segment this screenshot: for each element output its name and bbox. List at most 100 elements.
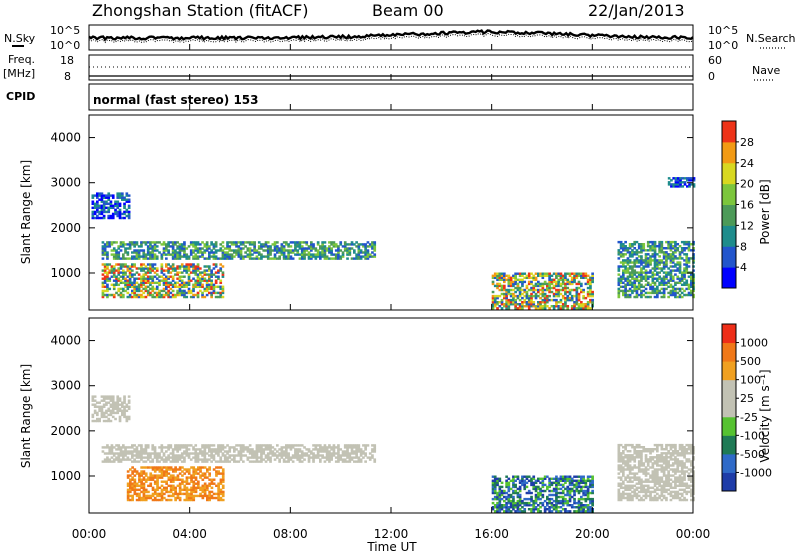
heatmap-cell <box>539 493 542 497</box>
heatmap-cell <box>106 279 109 282</box>
heatmap-cell <box>649 259 652 262</box>
heatmap-cell <box>568 487 572 491</box>
heatmap-cell <box>555 481 558 485</box>
heatmap-cell <box>334 456 338 459</box>
heatmap-cell <box>631 269 634 272</box>
heatmap-cell <box>512 495 515 499</box>
heatmap-cell <box>521 274 524 278</box>
heatmap-cell <box>680 287 684 291</box>
heatmap-cell <box>212 289 216 293</box>
heatmap-cell <box>210 293 213 297</box>
heatmap-cell <box>287 446 290 449</box>
heatmap-cell <box>180 289 184 293</box>
heatmap-cell <box>187 476 191 479</box>
heatmap-cell <box>514 479 517 483</box>
heatmap-cell <box>683 275 686 278</box>
heatmap-cell <box>341 450 345 453</box>
heatmap-cell <box>555 272 558 275</box>
heatmap-cell <box>564 475 567 478</box>
heatmap-cell <box>332 245 336 248</box>
heatmap-cell <box>160 470 164 473</box>
heatmap-cell <box>300 251 304 254</box>
heatmap-cell <box>527 307 531 310</box>
heatmap-cell <box>669 289 673 293</box>
heatmap-cell <box>192 498 196 502</box>
heatmap-cell <box>534 506 538 509</box>
heatmap-cell <box>681 181 685 184</box>
heatmap-cell <box>676 243 680 246</box>
colorbar-tick-label: 28 <box>740 136 754 149</box>
heatmap-cell <box>507 506 511 509</box>
heatmap-cell <box>530 296 533 300</box>
heatmap-cell <box>185 494 189 498</box>
heatmap-cell <box>637 456 641 459</box>
heatmap-cell <box>557 499 561 503</box>
heatmap-cell <box>144 456 148 459</box>
heatmap-cell <box>131 452 134 455</box>
heatmap-cell <box>555 298 558 302</box>
heatmap-cell <box>493 481 497 485</box>
heatmap-cell <box>135 488 139 492</box>
heatmap-cell <box>575 481 579 485</box>
heatmap-cell <box>155 452 159 455</box>
heatmap-cell <box>362 456 365 459</box>
heatmap-cell <box>622 289 625 293</box>
heatmap-cell <box>271 446 275 449</box>
heatmap-cell <box>355 446 358 449</box>
heatmap-cell <box>566 475 570 478</box>
heatmap-cell <box>316 454 320 457</box>
heatmap-cell <box>653 253 657 256</box>
heatmap-cell <box>640 488 643 492</box>
heatmap-cell <box>649 452 652 455</box>
heatmap-cell <box>321 241 324 244</box>
heatmap-cell <box>192 494 196 498</box>
heatmap-cell <box>662 484 666 488</box>
heatmap-cell <box>628 251 632 254</box>
heatmap-cell <box>640 468 643 471</box>
heatmap-cell <box>212 478 216 481</box>
heatmap-cell <box>203 245 207 248</box>
heatmap-cell <box>119 243 123 246</box>
heatmap-cell <box>350 446 354 449</box>
heatmap-cell <box>678 443 682 447</box>
heatmap-cell <box>271 452 275 455</box>
heatmap-cell <box>357 446 361 449</box>
heatmap-cell <box>491 481 495 485</box>
heatmap-cell <box>368 253 372 256</box>
heatmap-cell <box>205 281 209 285</box>
heatmap-cell <box>653 245 657 248</box>
heatmap-cell <box>637 283 641 287</box>
heatmap-cell <box>296 243 300 246</box>
heatmap-cell <box>662 470 666 473</box>
heatmap-cell <box>217 498 220 502</box>
heatmap-cell <box>155 273 159 276</box>
heatmap-cell <box>617 494 621 498</box>
heatmap-cell <box>656 273 659 276</box>
heatmap-cell <box>676 484 680 488</box>
heatmap-cell <box>669 468 673 471</box>
heatmap-cell <box>174 448 177 451</box>
heatmap-cell <box>144 472 148 475</box>
heatmap-cell <box>498 301 502 304</box>
heatmap-cell <box>296 454 300 457</box>
heatmap-cell <box>93 212 97 216</box>
heatmap-cell <box>568 272 572 275</box>
heatmap-cell <box>114 407 117 411</box>
heatmap-cell <box>323 253 327 256</box>
heatmap-cell <box>140 454 143 457</box>
colorbar-segment <box>722 267 736 289</box>
heatmap-cell <box>527 288 531 292</box>
heatmap-cell <box>653 484 657 488</box>
heatmap-cell <box>348 446 352 449</box>
heatmap-cell <box>210 452 213 455</box>
heatmap-cell <box>219 269 223 272</box>
heatmap-cell <box>646 478 650 481</box>
heatmap-cell <box>144 243 148 246</box>
heatmap-cell <box>534 292 538 296</box>
heatmap-cell <box>172 492 175 496</box>
heatmap-cell <box>622 492 625 496</box>
heatmap-cell <box>215 484 218 488</box>
heatmap-cell <box>93 202 97 206</box>
heatmap-cell <box>144 241 148 244</box>
heatmap-cell <box>573 301 576 304</box>
